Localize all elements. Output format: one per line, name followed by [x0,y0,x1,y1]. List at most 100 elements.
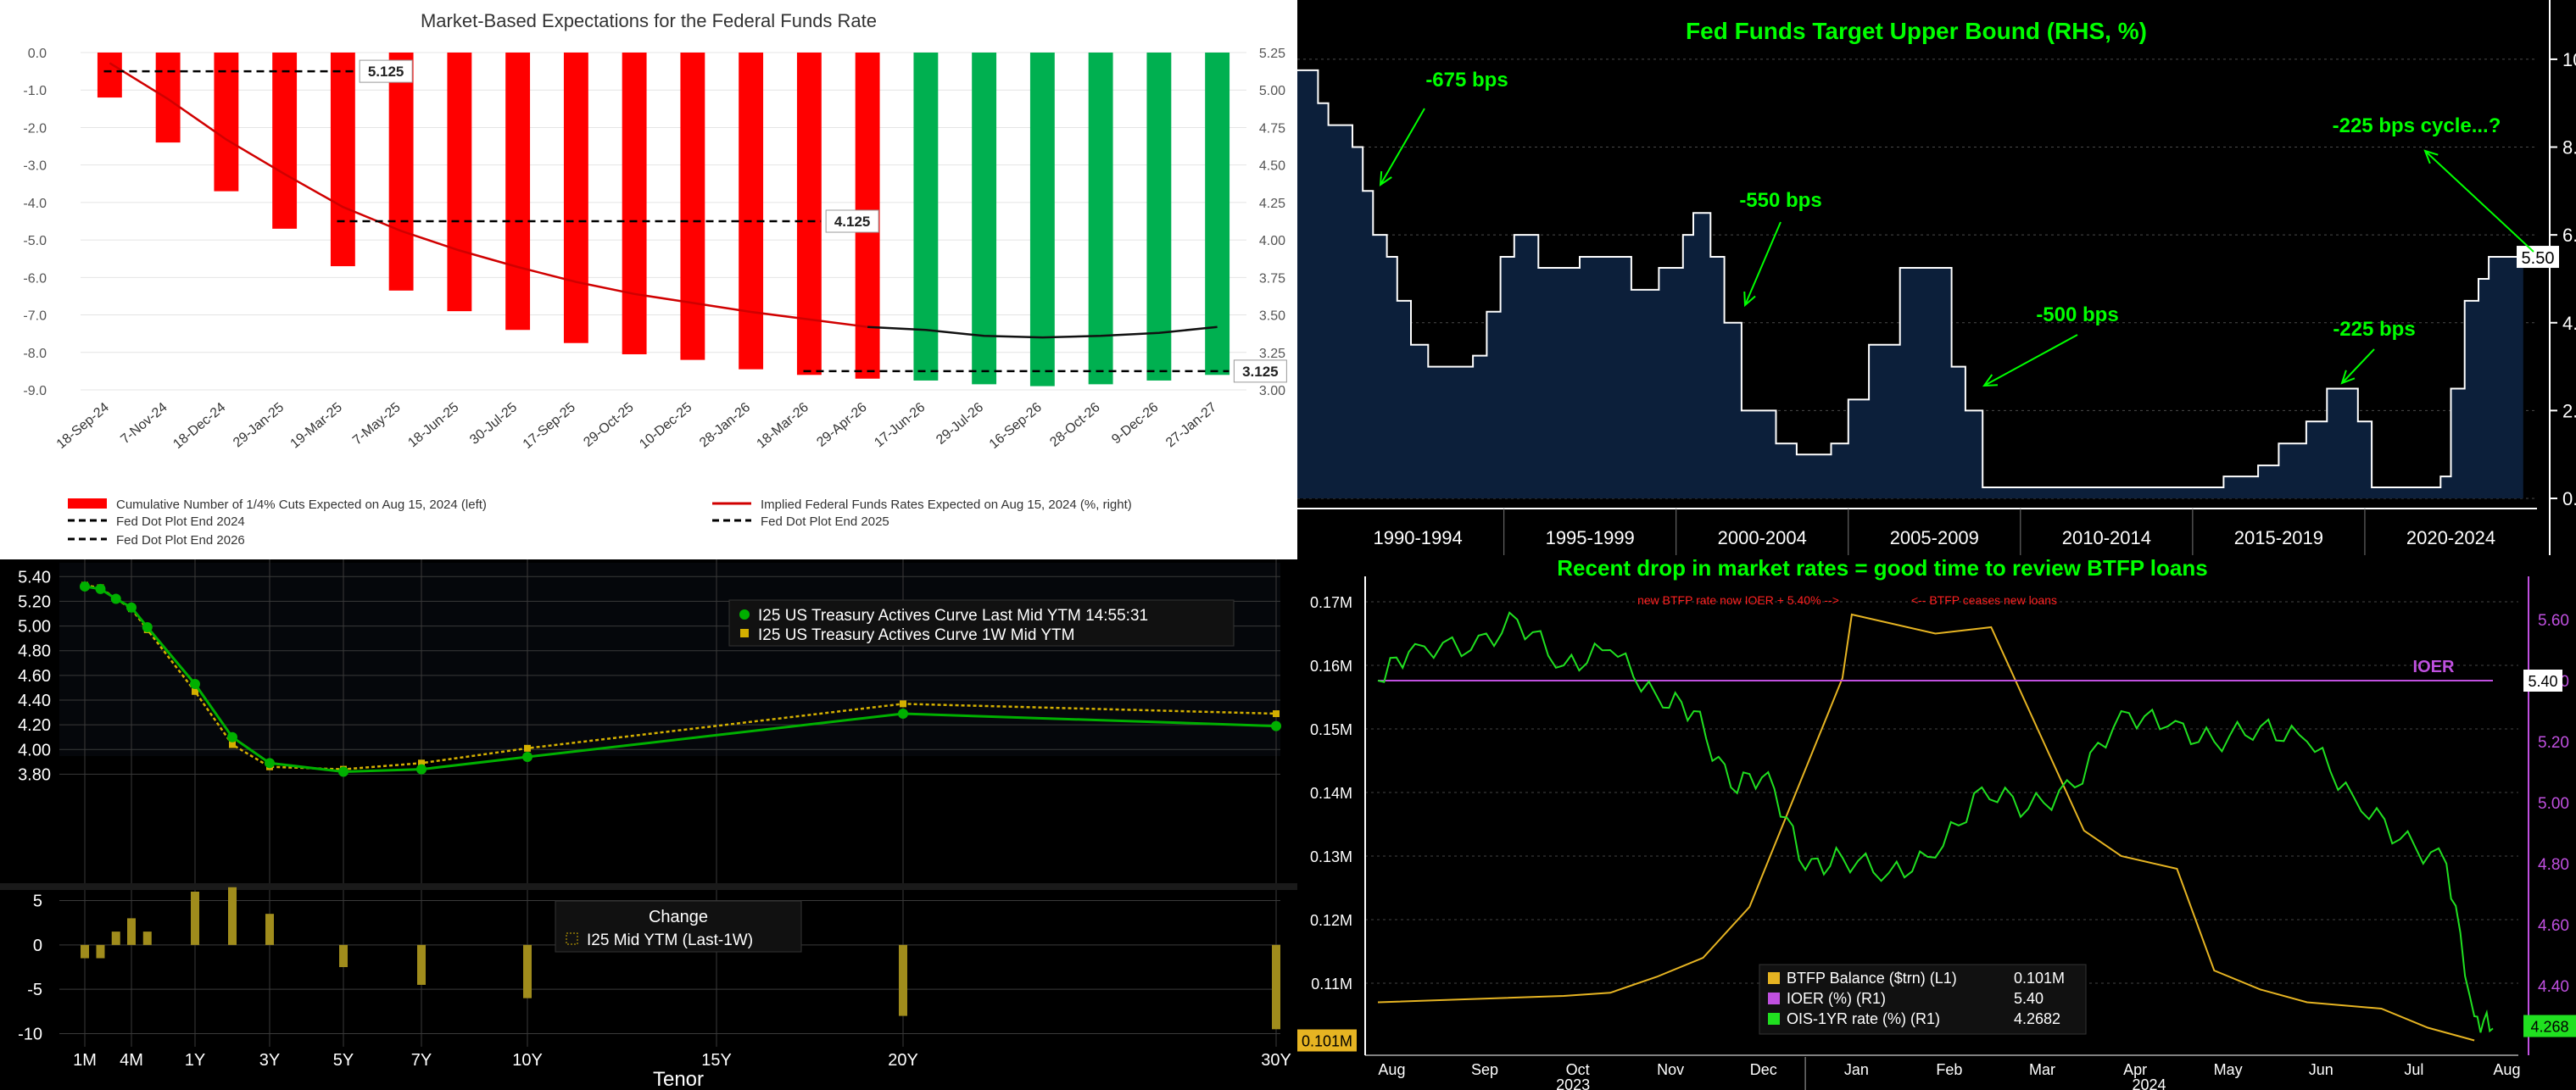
x-axis-tick: 20Y [888,1051,918,1070]
bar [680,53,705,360]
bar [1088,53,1113,385]
x-axis-month: Feb [1936,1061,1962,1078]
x-axis-month: Jan [1844,1061,1869,1078]
y-axis-tick: 5.00 [18,618,51,637]
annotation-label: -675 bps [1425,69,1508,92]
x-axis-tick: 7-May-25 [350,400,404,448]
annotation-arrowhead [1982,374,1999,387]
right-axis-tick: 5.00 [1259,84,1285,98]
right-axis-tick: 4.60 [2538,917,2569,935]
series-1w-marker [418,759,425,767]
annotation-arrow [1983,334,2078,387]
right-axis-tick: 4.80 [2538,856,2569,874]
series-1w-marker [229,741,236,748]
fed-funds-expectations-chart: Market-Based Expectations for the Federa… [23,10,1287,548]
chart-title: Fed Funds Target Upper Bound (RHS, %) [1686,18,2147,44]
bar [1146,53,1172,381]
annotation-arrowhead [2340,370,2356,385]
left-axis-tick: -5.0 [23,234,47,248]
change-bar [111,932,120,945]
x-axis-tick: 29-Apr-26 [814,400,870,450]
annotation-label: -500 bps [2036,303,2118,326]
right-axis-tick: 3.25 [1259,347,1285,361]
series-last-marker [190,679,200,690]
series-1w-marker [900,700,906,708]
x-axis-tick: 17-Sep-25 [521,400,578,452]
dot-plot-label-box [1233,359,1287,383]
left-axis-tick: -1.0 [23,84,47,98]
change-bar [265,914,274,945]
change-bar [96,944,105,959]
change-axis-tick: 0 [33,937,42,955]
x-axis-tick: 18-Jun-25 [405,400,461,450]
btfp-chart: Recent drop in market rates = good time … [1297,555,2576,1090]
bar [388,53,414,291]
x-axis-tick: 7Y [411,1051,432,1070]
x-axis-label: 1995-1999 [1546,527,1635,548]
x-axis-tick: 10Y [512,1051,543,1070]
x-axis-label: 2000-2004 [1718,527,1807,548]
series-line [1377,613,2475,1042]
dot-plot-label: 3.125 [1242,364,1279,380]
annotation-label: -225 bps [2333,318,2415,341]
x-axis-label: 2020-2024 [2406,527,2495,548]
right-axis-tick: 4.40 [2538,978,2569,996]
y-axis-tick: 4.60 [18,667,51,686]
change-legend-swatch [566,932,578,945]
left-axis-tick: -7.0 [23,309,47,324]
right-axis-tick: 3.00 [1259,384,1285,398]
bar [1205,53,1230,375]
annotation-note: new BTFP rate now IOER + 5.40% --> [1637,593,1839,607]
legend-swatch [68,498,107,509]
treasury-curve-chart: 5.40 5.20 5.00 4.80 4.60 4.40 4.20 4.00 3.80 I25 … [0,559,1297,1090]
dot-plot-label-box [359,59,413,83]
annotation-label: -550 bps [1739,189,1821,212]
legend-box [728,599,1235,647]
y-axis-tick: 10.00 [2562,49,2576,70]
x-axis-tick: 29-Jul-26 [934,400,986,448]
series-1w-marker [1273,710,1280,718]
dot-plot-label: 5.125 [368,64,404,80]
left-axis-tick: -3.0 [23,159,47,174]
bar [214,53,239,192]
bar [563,53,588,343]
btfp-badge [1297,1029,1357,1052]
series-last-marker [265,758,275,769]
x-axis-tick: 15Y [701,1051,732,1070]
legend-value: 5.40 [2014,990,2044,1007]
bar [447,53,472,312]
x-axis-tick: 1M [73,1051,97,1070]
change-bar [417,944,426,985]
legend-box [1759,964,2087,1035]
x-axis-tick: 1Y [185,1051,205,1070]
last-value-label: 5.50 [2522,249,2555,268]
change-bar [127,918,136,945]
change-bar [899,944,907,1016]
bar [272,53,298,229]
x-axis-tick: 28-Oct-26 [1047,400,1103,450]
y-axis-tick: 4.00 [2562,313,2576,334]
series-last-marker [338,766,348,777]
y-axis-tick: 5.40 [18,568,51,587]
right-axis-tick: 4.00 [1259,234,1285,248]
y-axis-tick: 3.80 [18,765,51,784]
x-axis-tick: 9-Dec-26 [1109,400,1161,447]
left-axis-tick: -4.0 [23,197,47,211]
legend-label: Cumulative Number of 1/4% Cuts Expected … [116,498,487,512]
fed-funds-area [1297,70,2523,499]
legend-swatch [1768,1013,1780,1025]
x-axis-tick: 27-Jan-27 [1163,400,1219,450]
legend-swatch [1768,993,1780,1004]
series-last-marker [142,622,153,633]
change-legend-box [555,900,802,953]
chart-title: Market-Based Expectations for the Federa… [421,10,877,31]
x-axis-label: 2015-2019 [2234,527,2323,548]
legend-value: 0.101M [2014,970,2065,987]
fed-funds-target-chart: Fed Funds Target Upper Bound (RHS, %) 10… [1297,0,2576,555]
series-last-marker [227,731,237,742]
x-axis-tick: 29-Jan-25 [231,400,287,450]
legend-label: Fed Dot Plot End 2024 [116,514,245,529]
ioer-label: IOER [2413,658,2455,676]
x-axis-tick: 28-Jan-26 [697,400,753,450]
left-axis-tick: 0.13M [1310,848,1352,865]
